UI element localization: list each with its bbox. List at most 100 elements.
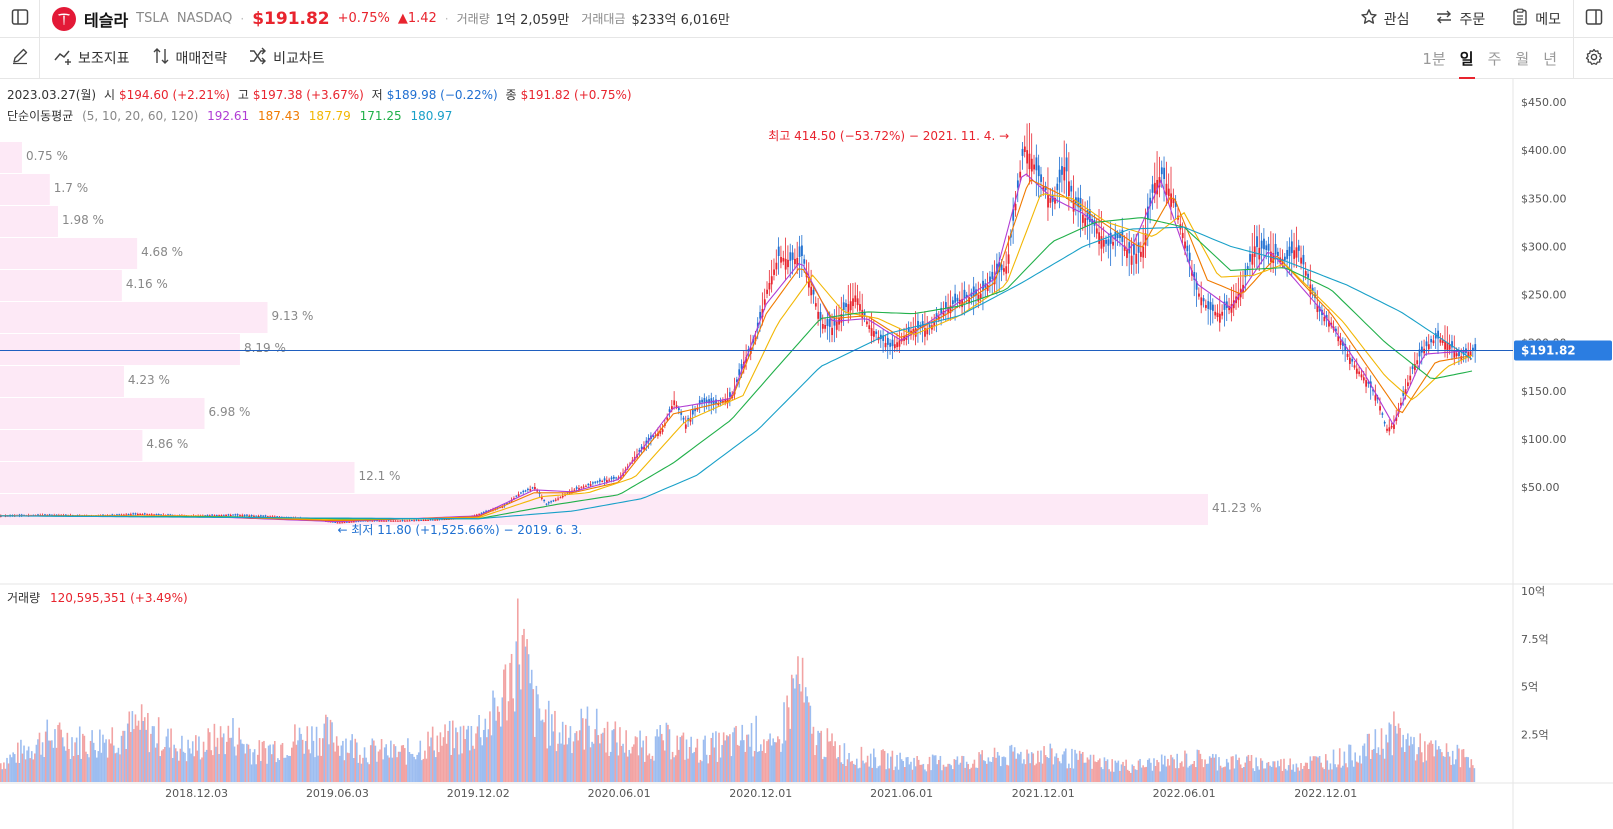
volume-bar — [1407, 733, 1409, 782]
volume-bar — [416, 754, 418, 782]
order-button[interactable]: 주문 — [1435, 8, 1485, 30]
candle-body — [1098, 232, 1101, 244]
volume-bar — [927, 764, 929, 782]
volume-bar — [654, 736, 657, 782]
volume-bar — [995, 757, 997, 782]
volume-bar — [530, 669, 533, 782]
volume-bar — [1252, 768, 1254, 782]
volume-bar — [493, 697, 496, 782]
candle-body — [1420, 346, 1423, 353]
candle-body — [250, 515, 253, 517]
candle-body — [1446, 342, 1449, 351]
volume-bar — [230, 737, 233, 782]
period-tab-month[interactable]: 월 — [1515, 50, 1530, 68]
volume-bar — [978, 752, 980, 782]
ma-readout[interactable]: 단순이동평균 (5, 10, 20, 60, 120) 192.61 187.4… — [7, 107, 457, 124]
volume-bar — [725, 735, 728, 782]
volume-bar — [1143, 767, 1146, 782]
period-tab-day[interactable]: 일 — [1458, 38, 1475, 79]
period-tab-week[interactable]: 주 — [1487, 50, 1502, 68]
volume-bar — [647, 755, 649, 782]
volume-bar — [812, 726, 815, 782]
volume-bar — [438, 752, 440, 782]
candle-body — [979, 293, 982, 299]
volume-bar — [366, 762, 369, 782]
period-tab-minute[interactable]: 1분 — [1422, 50, 1446, 68]
volume-bar — [1372, 748, 1375, 782]
volume-bar — [756, 751, 759, 782]
candle-body — [1047, 194, 1049, 208]
volume-bar — [1040, 750, 1042, 782]
memo-button[interactable]: 메모 — [1511, 8, 1561, 30]
strategy-button[interactable]: 매매전략 — [152, 47, 227, 69]
volume-bar — [1182, 766, 1185, 782]
volume-bar — [541, 719, 544, 782]
volume-bar — [1153, 758, 1155, 782]
candle-body — [443, 519, 446, 521]
volume-bar — [383, 747, 386, 782]
volume-bar — [430, 737, 432, 782]
volume-bar — [1083, 762, 1086, 782]
volume-bar — [114, 753, 117, 782]
volume-bar — [707, 763, 709, 782]
volume-bar — [238, 727, 240, 782]
volume-bar — [1360, 763, 1363, 782]
volume-bar — [1335, 767, 1338, 782]
volume-bar — [854, 764, 857, 782]
volume-bar — [893, 770, 895, 782]
volume-bar — [1205, 763, 1208, 782]
chart-area[interactable]: 0.75 % 1.7 % 1.98 % 4.68 % 4.16 % 9.13 % 8.19 … — [0, 79, 1613, 829]
candle-body — [661, 429, 664, 432]
volume-bar — [431, 726, 434, 782]
candle-body — [485, 510, 488, 512]
candle-body — [940, 307, 943, 314]
candle-body — [552, 500, 555, 502]
candle-body — [239, 515, 241, 517]
volume-bar — [1134, 769, 1137, 782]
candle-body — [227, 514, 230, 516]
right-panel-button[interactable] — [1573, 0, 1613, 38]
volume-bar — [589, 747, 592, 782]
candle-body — [1030, 158, 1033, 172]
volume-bar — [506, 720, 508, 782]
volume-bar — [1379, 754, 1381, 782]
candle-body — [517, 494, 520, 496]
volume-bar — [196, 750, 199, 782]
volume-bar — [585, 718, 587, 782]
price-chart-svg[interactable]: 0.75 %1.7 %1.98 %4.68 %4.16 %9.13 %8.19 … — [0, 79, 1613, 829]
chart-settings-button[interactable] — [1573, 38, 1613, 79]
turnover-value: $233억 6,016만 — [631, 13, 730, 28]
candle-body — [1374, 395, 1377, 401]
volume-bar — [1112, 771, 1115, 782]
volume-bar — [1250, 754, 1253, 782]
candle-body — [891, 339, 894, 347]
volume-bar — [507, 701, 510, 782]
candle-body — [1146, 206, 1149, 220]
volume-bar — [1064, 748, 1067, 782]
volume-bar — [913, 757, 915, 782]
volume-bar — [1094, 761, 1096, 782]
volume-bar — [348, 753, 350, 782]
candle-body — [817, 311, 820, 319]
candle-body — [1330, 322, 1333, 326]
volume-bar — [679, 737, 682, 782]
volume-bar — [524, 646, 527, 782]
draw-tool-button[interactable] — [0, 37, 40, 79]
candle-body — [534, 487, 536, 490]
volume-bar — [1283, 758, 1285, 782]
indicators-button[interactable]: 보조지표 — [54, 47, 130, 69]
compare-button[interactable]: 비교차트 — [249, 47, 325, 69]
sidebar-toggle-button[interactable] — [0, 0, 40, 38]
candle-body — [1432, 340, 1435, 344]
volume-bar — [63, 746, 66, 782]
candle-body — [557, 498, 560, 500]
period-tab-year[interactable]: 년 — [1543, 50, 1557, 68]
watch-button[interactable]: 관심 — [1360, 8, 1409, 30]
volume-bar — [1139, 758, 1141, 782]
volume-bar — [1273, 761, 1276, 782]
volume-bar — [546, 748, 549, 782]
volume-bar — [385, 744, 388, 782]
volume-bar — [1275, 767, 1278, 782]
candle-body — [1328, 320, 1330, 327]
volume-bar — [783, 702, 785, 782]
